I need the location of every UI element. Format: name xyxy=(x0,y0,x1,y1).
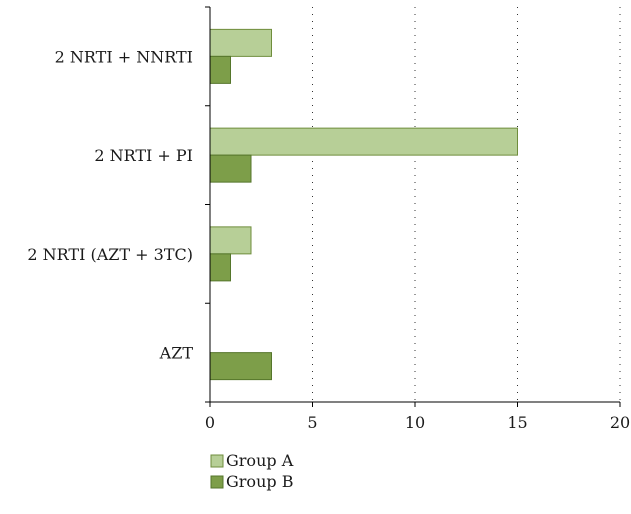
bar-group-a-0 xyxy=(209,28,272,57)
category-labels: 2 NRTI + NNRTI 2 NRTI + PI 2 NRTI (AZT + 3… xyxy=(27,47,193,362)
legend-label-group-b: Group B xyxy=(226,472,293,491)
category-label: AZT xyxy=(159,344,194,363)
legend-swatch-group-b xyxy=(210,475,224,489)
x-tick-label-15: 15 xyxy=(507,413,527,432)
x-tick-label-10: 10 xyxy=(405,413,425,432)
bar-group-b-3 xyxy=(209,352,272,381)
x-tick-labels: 0 5 10 15 20 xyxy=(205,413,630,432)
category-label: 2 NRTI + NNRTI xyxy=(55,47,193,66)
legend-label-group-a: Group A xyxy=(226,451,294,470)
x-tick-label-0: 0 xyxy=(205,413,215,432)
bar-group-b-2 xyxy=(209,253,231,282)
axes xyxy=(205,6,621,407)
bar-group-a-1 xyxy=(209,127,518,156)
bar-group-b-0 xyxy=(209,55,231,84)
bars xyxy=(209,28,518,381)
legend: Group A Group B xyxy=(210,451,294,491)
category-label: 2 NRTI + PI xyxy=(94,146,193,165)
x-tick-label-20: 20 xyxy=(610,413,630,432)
category-label: 2 NRTI (AZT + 3TC) xyxy=(27,245,193,264)
bar-group-a-2 xyxy=(209,226,252,255)
x-tick-label-5: 5 xyxy=(307,413,317,432)
legend-swatch-group-a xyxy=(210,454,224,468)
bar-group-b-1 xyxy=(209,154,252,183)
grid-lines xyxy=(312,7,621,402)
